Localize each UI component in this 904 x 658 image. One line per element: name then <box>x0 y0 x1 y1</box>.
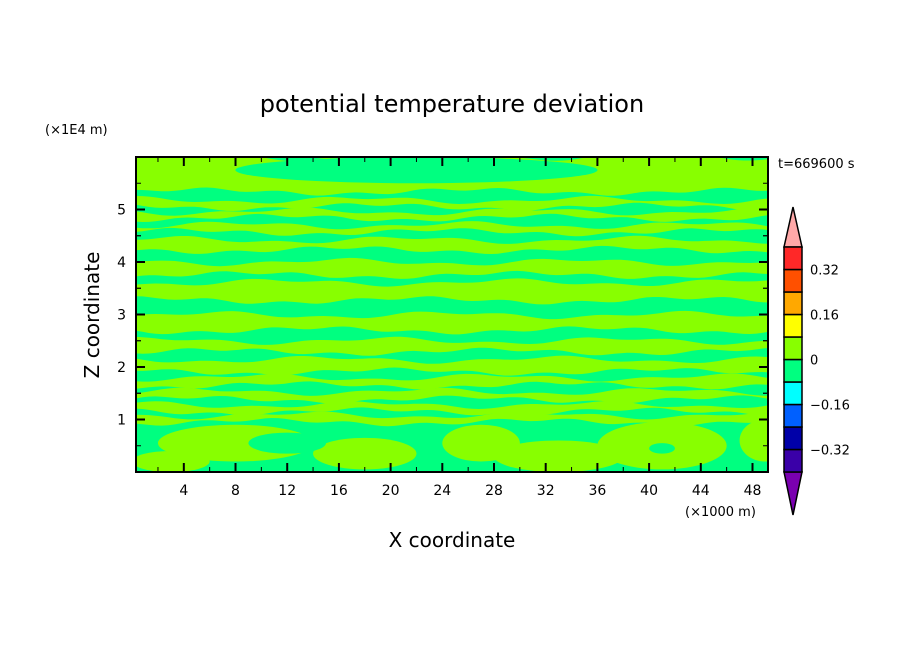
positive-contour-band <box>136 310 768 335</box>
x-tick-label: 12 <box>278 483 296 499</box>
x-tick-label: 36 <box>588 483 606 499</box>
negative-contour-blob <box>649 443 675 454</box>
x-axis-label: X coordinate <box>389 528 516 552</box>
positive-contour-band <box>136 235 768 254</box>
colorbar: 0.32 0.16 0 −0.16 −0.32 <box>783 206 850 516</box>
x-tick-label: 32 <box>537 483 555 499</box>
y-tick-label: 4 <box>117 255 126 271</box>
colorbar-segment <box>783 403 803 428</box>
colorbar-segment <box>783 358 803 383</box>
colorbar-segment <box>783 448 803 473</box>
colorbar-tick-label: −0.16 <box>810 399 850 414</box>
chart-title: potential temperature deviation <box>260 90 644 118</box>
y-axis-label: Z coordinate <box>80 252 104 379</box>
y-tick-label: 3 <box>117 308 126 324</box>
colorbar-segment <box>783 313 803 338</box>
x-tick-label: 40 <box>640 483 658 499</box>
positive-contour-band <box>136 221 768 237</box>
positive-contour-band <box>136 387 768 404</box>
x-unit-label: (×1000 m) <box>685 505 756 520</box>
positive-contour-blob <box>739 419 768 462</box>
y-tick-label: 1 <box>117 413 126 429</box>
y-tick-label: 5 <box>117 203 126 219</box>
colorbar-under-arrow <box>783 471 803 516</box>
positive-contour-band <box>136 411 768 427</box>
time-label: t=669600 s <box>778 157 855 172</box>
x-tick-label: 16 <box>330 483 348 499</box>
colorbar-segment <box>783 426 803 451</box>
x-tick-label: 28 <box>485 483 503 499</box>
positive-contour-band <box>136 278 768 305</box>
colorbar-tick-label: 0.16 <box>810 309 839 324</box>
contour-field <box>136 157 768 472</box>
positive-contour-band <box>136 207 768 222</box>
positive-contour-band <box>136 355 768 376</box>
x-tick-label: 24 <box>433 483 451 499</box>
y-unit-label: (×1E4 m) <box>45 123 108 138</box>
negative-contour-blob <box>248 432 327 454</box>
negative-contour-blob <box>235 157 598 184</box>
colorbar-tick-label: 0 <box>810 354 818 369</box>
positive-contour-band <box>136 373 768 390</box>
colorbar-tick-label: 0.32 <box>810 264 839 279</box>
x-tick-label: 8 <box>231 483 240 499</box>
colorbar-segment <box>783 246 803 271</box>
x-tick-label: 44 <box>692 483 710 499</box>
positive-contour-band <box>136 336 768 356</box>
colorbar-segment <box>783 336 803 361</box>
positive-contour-blob <box>313 437 417 470</box>
x-tick-label: 20 <box>382 483 400 499</box>
colorbar-tick-label: −0.32 <box>810 444 850 459</box>
y-tick-label: 2 <box>117 360 126 376</box>
x-tick-label: 4 <box>179 483 188 499</box>
x-tick-label: 48 <box>744 483 762 499</box>
colorbar-segment <box>783 268 803 293</box>
positive-contour-band <box>136 195 768 211</box>
colorbar-segment <box>783 291 803 316</box>
positive-contour-band <box>136 257 768 279</box>
colorbar-over-arrow <box>783 206 803 248</box>
positive-contour-blob <box>136 450 210 472</box>
positive-contour-blob <box>493 440 624 472</box>
positive-contour-band <box>136 400 768 416</box>
colorbar-segment <box>783 381 803 406</box>
